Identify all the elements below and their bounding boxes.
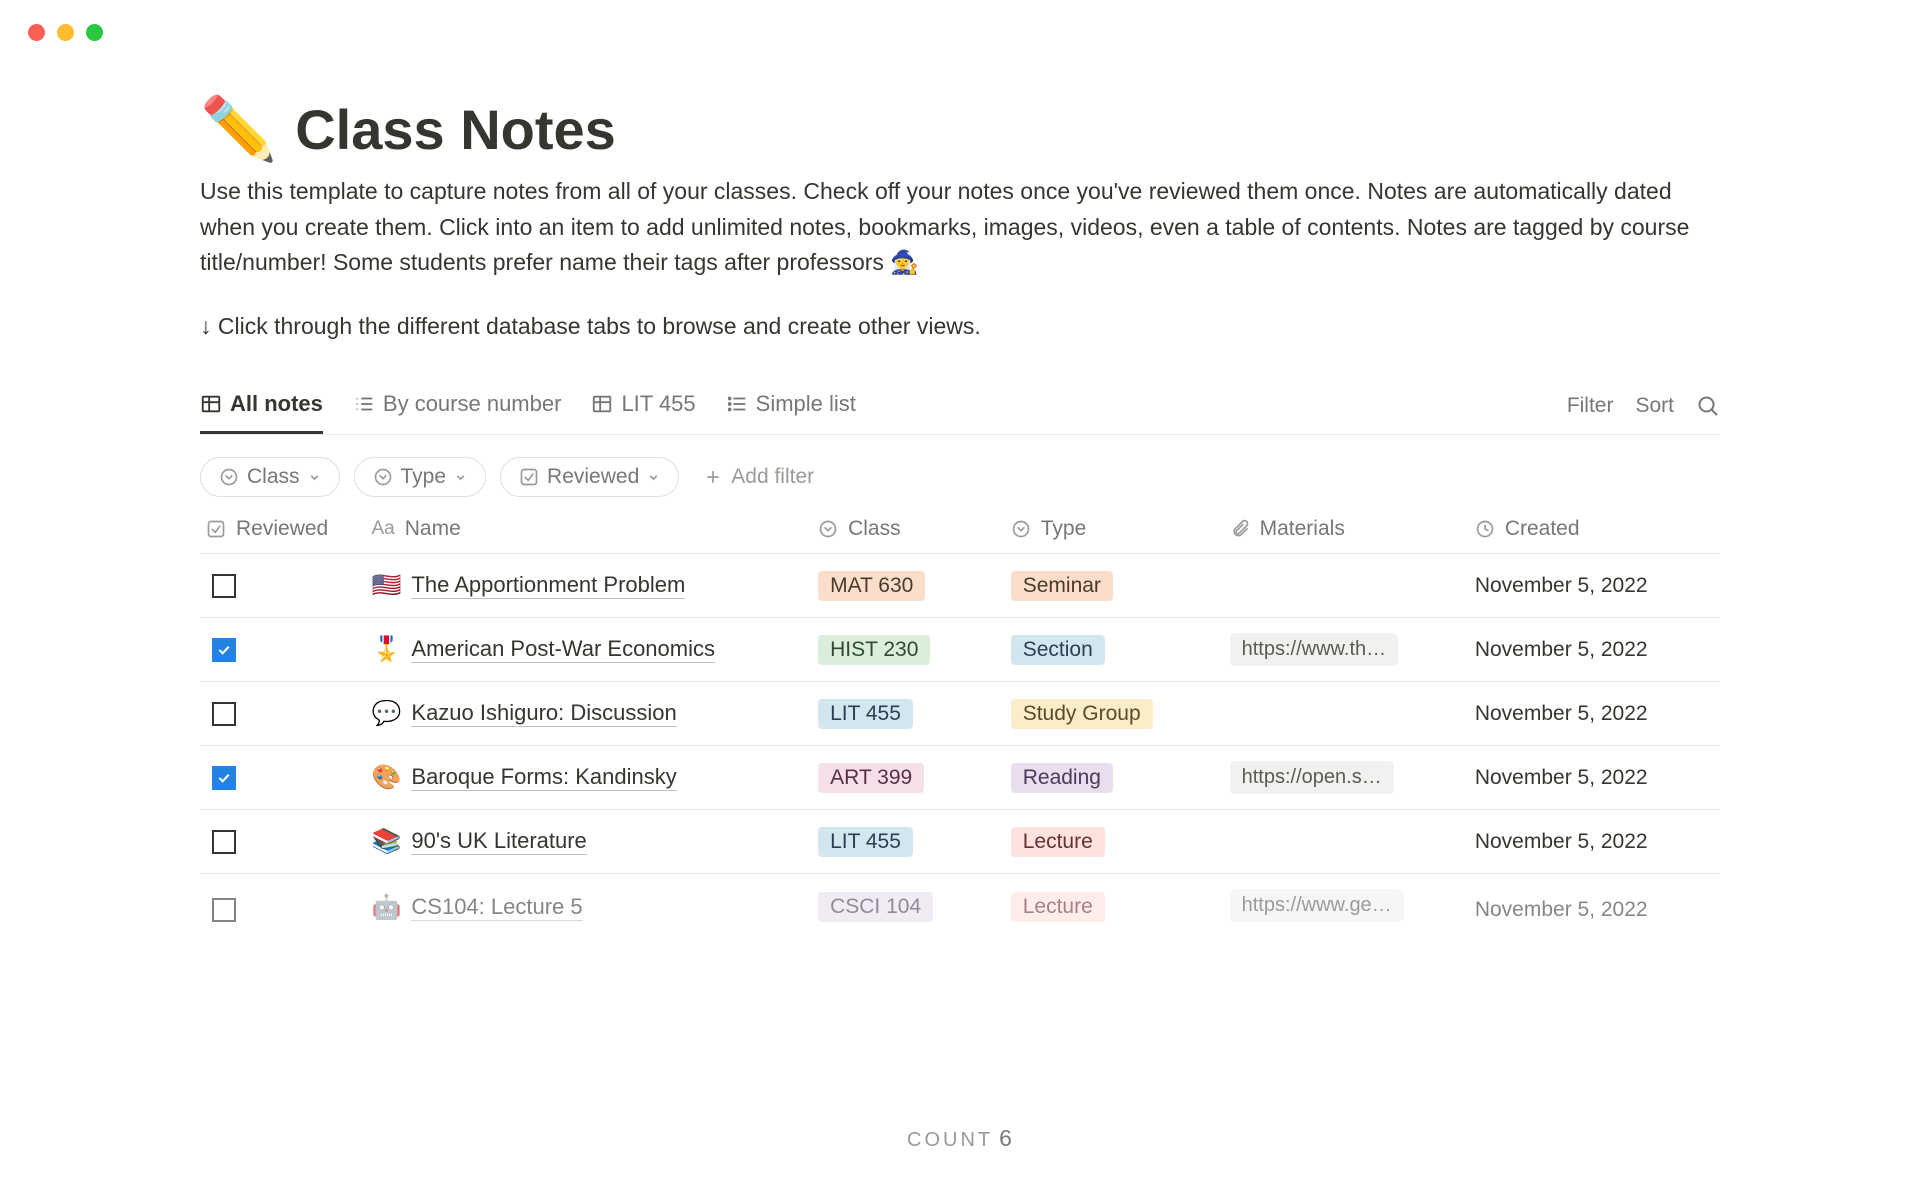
column-materials[interactable]: Materials <box>1230 517 1475 541</box>
created-date: November 5, 2022 <box>1475 638 1648 662</box>
filter-pill-class[interactable]: Class <box>200 457 340 497</box>
maximize-window-button[interactable] <box>86 24 103 41</box>
table-row[interactable]: 🇺🇸 The Apportionment Problem MAT 630 Semi… <box>200 554 1720 618</box>
filter-pill-reviewed[interactable]: Reviewed <box>500 457 679 497</box>
material-link[interactable]: https://www.th… <box>1230 633 1399 666</box>
type-tag[interactable]: Reading <box>1011 763 1113 793</box>
column-created[interactable]: Created <box>1475 517 1720 541</box>
type-tag[interactable]: Study Group <box>1011 699 1153 729</box>
close-window-button[interactable] <box>28 24 45 41</box>
sort-button[interactable]: Sort <box>1635 394 1674 418</box>
row-title[interactable]: American Post-War Economics <box>411 636 715 663</box>
search-icon[interactable] <box>1696 394 1720 418</box>
table-row[interactable]: 💬 Kazuo Ishiguro: Discussion LIT 455 Stud… <box>200 682 1720 746</box>
window-controls <box>0 0 1920 41</box>
add-filter-label: Add filter <box>731 465 814 489</box>
count-footer: COUNT 6 <box>0 1125 1920 1152</box>
row-emoji: 🎨 <box>372 763 402 792</box>
notes-table: Reviewed Aa Name Class Type Materials Cr… <box>200 517 1720 922</box>
column-name[interactable]: Aa Name <box>372 517 819 541</box>
material-link[interactable]: https://open.s… <box>1230 761 1394 794</box>
row-title[interactable]: Kazuo Ishiguro: Discussion <box>411 700 676 727</box>
database-tabs: All notes By course number LIT 455 Simple l… <box>200 391 1720 435</box>
table-row[interactable]: 🎨 Baroque Forms: Kandinsky ART 399 Readin… <box>200 746 1720 810</box>
created-date: November 5, 2022 <box>1475 766 1648 790</box>
material-link[interactable]: https://www.ge… <box>1230 889 1404 922</box>
page-description: Use this template to capture notes from … <box>200 174 1720 281</box>
column-class[interactable]: Class <box>818 517 1011 541</box>
row-emoji: 🎖️ <box>372 635 402 664</box>
row-emoji: 💬 <box>372 699 402 728</box>
reviewed-checkbox[interactable] <box>212 638 236 662</box>
select-icon <box>373 467 393 487</box>
reviewed-checkbox[interactable] <box>212 830 236 854</box>
created-date: November 5, 2022 <box>1475 574 1648 598</box>
reviewed-checkbox[interactable] <box>212 574 236 598</box>
tab-simple-list[interactable]: Simple list <box>726 391 856 434</box>
row-title[interactable]: The Apportionment Problem <box>411 572 685 599</box>
page-header: ✏️ Class Notes <box>200 97 1720 162</box>
count-value: 6 <box>999 1125 1013 1151</box>
reviewed-checkbox[interactable] <box>212 702 236 726</box>
created-date: November 5, 2022 <box>1475 830 1648 854</box>
view-actions: Filter Sort <box>1567 394 1720 432</box>
reviewed-checkbox[interactable] <box>212 898 236 922</box>
class-tag[interactable]: ART 399 <box>818 763 924 793</box>
type-tag[interactable]: Lecture <box>1011 892 1105 922</box>
row-emoji: 🇺🇸 <box>372 571 402 600</box>
filter-row: Class Type Reviewed Add filter <box>200 457 1720 497</box>
filter-pill-label: Class <box>247 465 300 489</box>
row-emoji: 📚 <box>372 827 402 856</box>
select-icon <box>219 467 239 487</box>
list-numbered-icon <box>353 393 375 415</box>
class-tag[interactable]: LIT 455 <box>818 699 913 729</box>
created-date: November 5, 2022 <box>1475 898 1648 922</box>
type-tag[interactable]: Section <box>1011 635 1105 665</box>
add-filter-button[interactable]: Add filter <box>693 465 814 489</box>
tab-label: All notes <box>230 391 323 417</box>
filter-pill-label: Type <box>401 465 447 489</box>
class-tag[interactable]: HIST 230 <box>818 635 930 665</box>
page-title[interactable]: Class Notes <box>295 97 616 162</box>
filter-pill-type[interactable]: Type <box>354 457 487 497</box>
list-icon <box>726 393 748 415</box>
tab-label: Simple list <box>756 391 856 417</box>
created-date: November 5, 2022 <box>1475 702 1648 726</box>
class-tag[interactable]: MAT 630 <box>818 571 925 601</box>
reviewed-checkbox[interactable] <box>212 766 236 790</box>
row-title[interactable]: CS104: Lecture 5 <box>411 894 582 921</box>
minimize-window-button[interactable] <box>57 24 74 41</box>
column-type[interactable]: Type <box>1011 517 1230 541</box>
tab-label: By course number <box>383 391 562 417</box>
count-label: COUNT <box>907 1129 993 1151</box>
column-reviewed[interactable]: Reviewed <box>200 517 372 541</box>
row-title[interactable]: Baroque Forms: Kandinsky <box>411 764 676 791</box>
checkbox-icon <box>519 467 539 487</box>
tab-all-notes[interactable]: All notes <box>200 391 323 434</box>
table-row[interactable]: 🤖 CS104: Lecture 5 CSCI 104 Lecture https… <box>200 874 1720 922</box>
tab-label: LIT 455 <box>621 391 695 417</box>
tab-lit-455[interactable]: LIT 455 <box>591 391 695 434</box>
page-content: ✏️ Class Notes Use this template to capt… <box>0 41 1920 922</box>
class-tag[interactable]: LIT 455 <box>818 827 913 857</box>
table-header: Reviewed Aa Name Class Type Materials Cr… <box>200 517 1720 554</box>
class-tag[interactable]: CSCI 104 <box>818 892 933 922</box>
filter-pill-label: Reviewed <box>547 465 639 489</box>
filter-button[interactable]: Filter <box>1567 394 1614 418</box>
table-row[interactable]: 🎖️ American Post-War Economics HIST 230 S… <box>200 618 1720 682</box>
type-tag[interactable]: Lecture <box>1011 827 1105 857</box>
row-title[interactable]: 90's UK Literature <box>411 828 586 855</box>
page-icon[interactable]: ✏️ <box>200 99 277 161</box>
page-hint: ↓ Click through the different database t… <box>200 309 1720 344</box>
table-icon <box>591 393 613 415</box>
row-emoji: 🤖 <box>372 893 402 922</box>
type-tag[interactable]: Seminar <box>1011 571 1113 601</box>
table-row[interactable]: 📚 90's UK Literature LIT 455 Lecture Nove… <box>200 810 1720 874</box>
tab-by-course-number[interactable]: By course number <box>353 391 562 434</box>
table-icon <box>200 393 222 415</box>
